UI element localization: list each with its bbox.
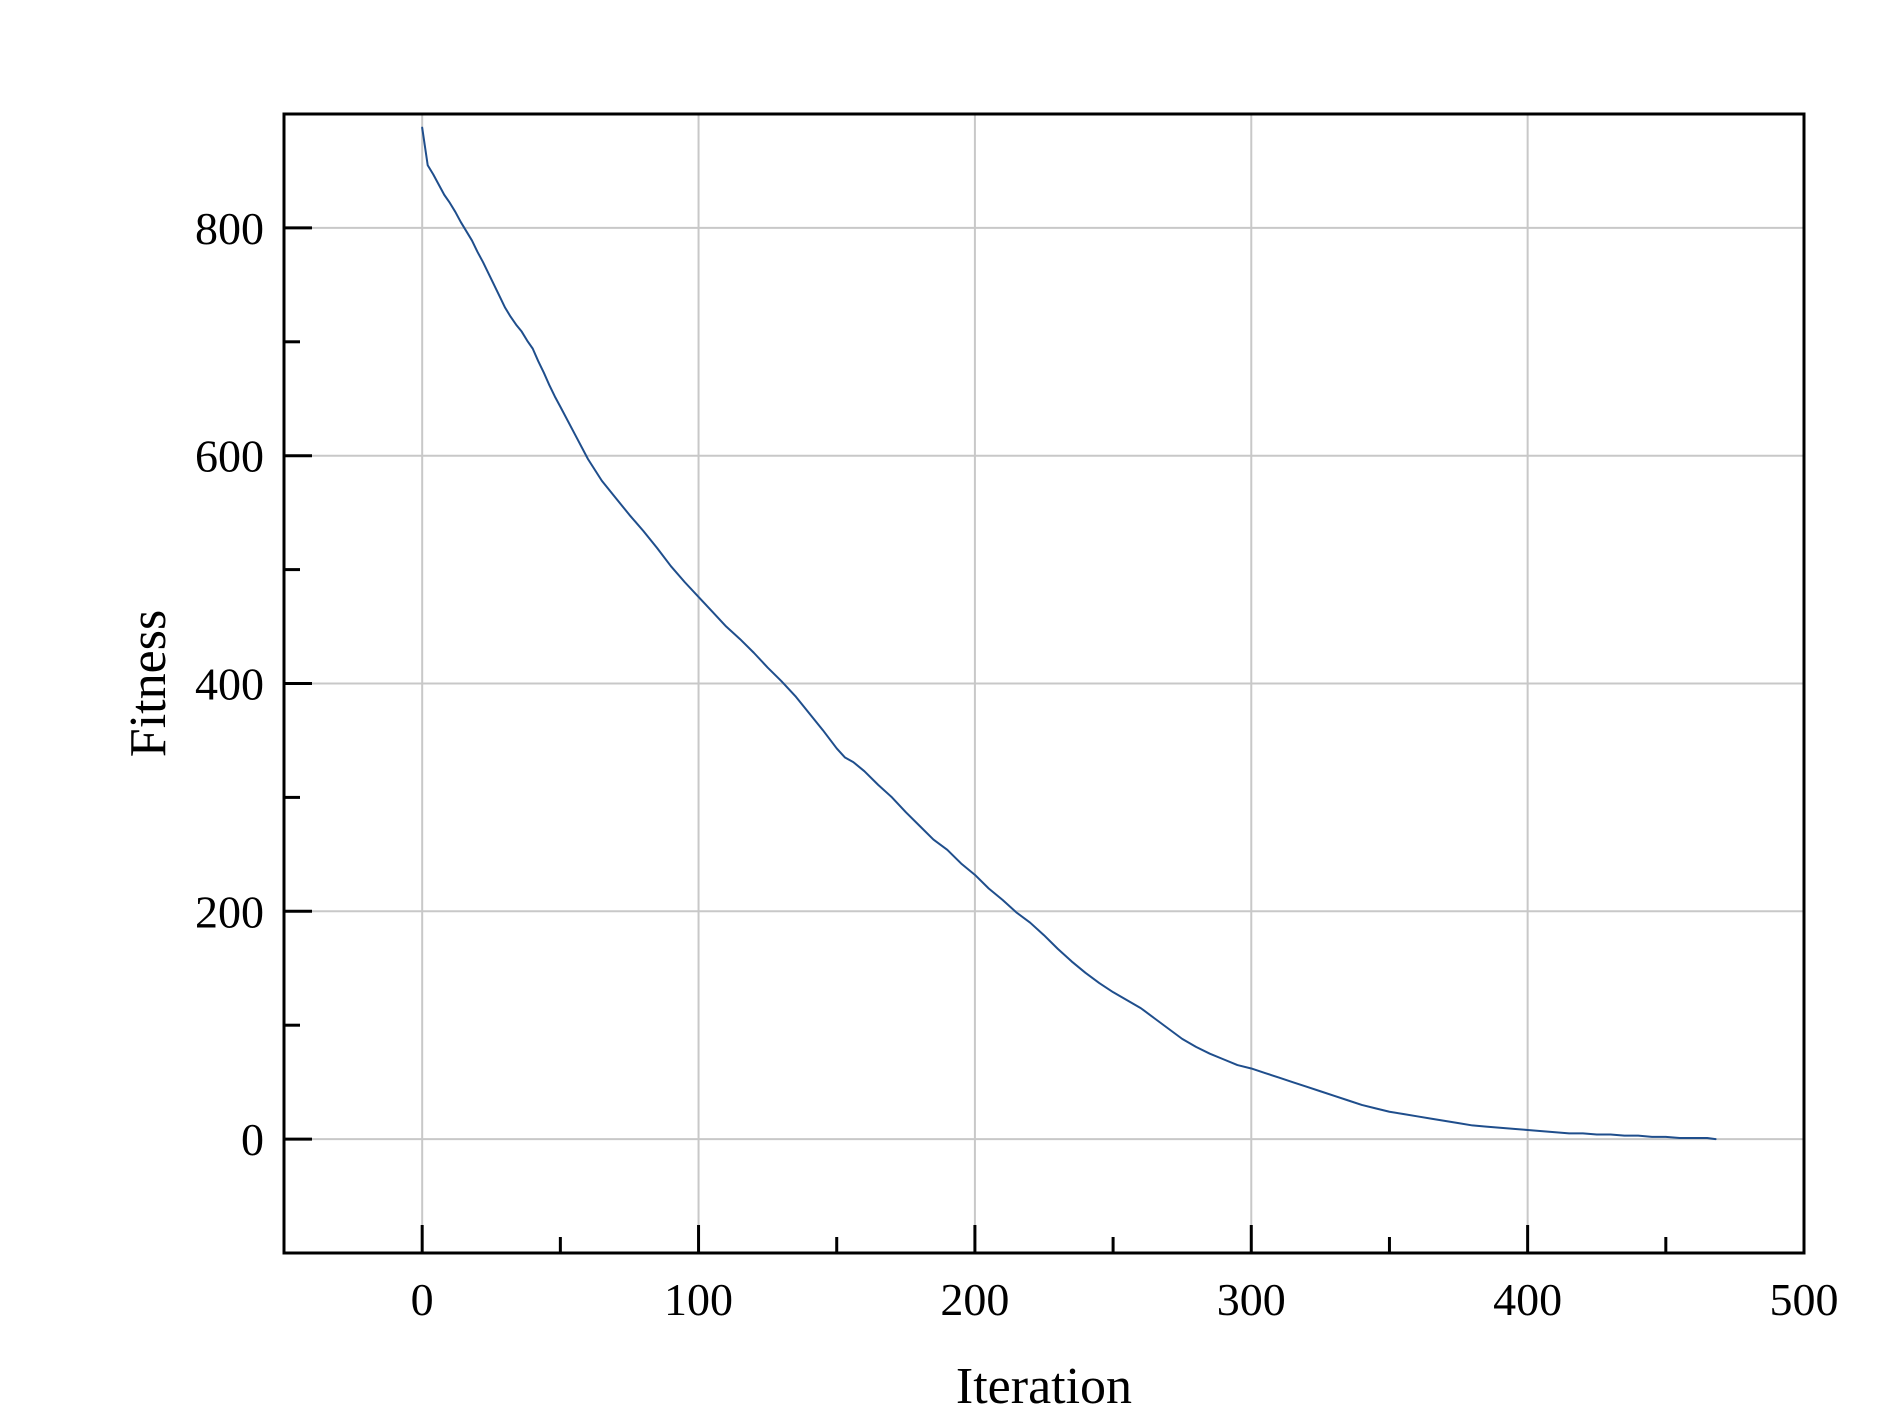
- axis-ticks: [284, 226, 1806, 1253]
- x-tick-labels: 0 100 200 300 400 500: [411, 1274, 1839, 1325]
- x-tick-label: 200: [940, 1274, 1009, 1325]
- x-tick-label: 500: [1770, 1274, 1839, 1325]
- series-line: [421, 126, 1717, 1141]
- series-layer: [421, 126, 1717, 1141]
- y-tick-label: 800: [195, 203, 264, 254]
- y-axis-label: Fitness: [120, 610, 177, 757]
- y-tick-label: 600: [195, 431, 264, 482]
- x-tick-label: 0: [411, 1274, 434, 1325]
- x-axis-label: Iteration: [956, 1358, 1132, 1415]
- y-tick-labels: 0 200 400 600 800: [195, 203, 264, 1165]
- x-tick-label: 100: [664, 1274, 733, 1325]
- y-tick-label: 400: [195, 659, 264, 710]
- grid-lines: [284, 114, 1804, 1253]
- x-tick-label: 300: [1217, 1274, 1286, 1325]
- y-tick-label: 0: [241, 1114, 264, 1165]
- x-tick-label: 400: [1493, 1274, 1562, 1325]
- plot-frame: [282, 112, 1806, 1255]
- y-tick-label: 200: [195, 886, 264, 937]
